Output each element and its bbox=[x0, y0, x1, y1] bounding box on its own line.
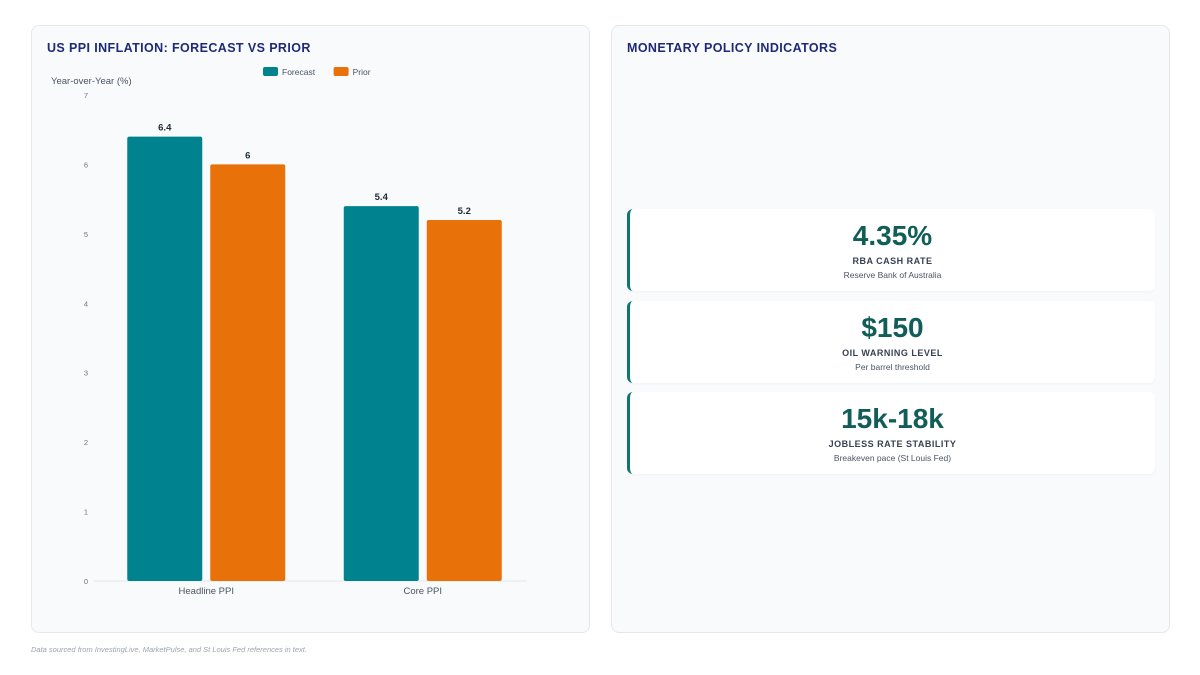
oil-warning-level-card: $150 OIL WARNING LEVEL Per barrel thresh… bbox=[627, 301, 1155, 383]
y-tick-label: 1 bbox=[84, 508, 88, 517]
ppi-bar-chart: Year-over-Year (%) 0 1 2 3 4 5 6 7 Forecast Prior 6… bbox=[51, 67, 527, 597]
jobless-rate-stability-card: 15k-18k JOBLESS RATE STABILITY Breakeven… bbox=[627, 392, 1155, 474]
kpi-value: 4.35% bbox=[852, 220, 933, 251]
data-label: 5.4 bbox=[375, 192, 389, 203]
data-label: 5.2 bbox=[458, 206, 471, 217]
kpi-subtitle: Per barrel threshold bbox=[855, 362, 930, 372]
y-axis-label: Year-over-Year (%) bbox=[51, 76, 132, 87]
kpi-label: OIL WARNING LEVEL bbox=[842, 348, 943, 358]
ppi-chart-panel: US PPI INFLATION: FORECAST VS PRIOR Year… bbox=[31, 25, 590, 633]
indicators-title: MONETARY POLICY INDICATORS bbox=[627, 41, 838, 55]
rba-cash-rate-card: 4.35% RBA CASH RATE Reserve Bank of Aust… bbox=[627, 209, 1155, 291]
footer-source-note: Data sourced from InvestingLive, MarketP… bbox=[31, 645, 307, 654]
bar-prior-headline-ppi bbox=[210, 164, 286, 581]
y-tick-label: 5 bbox=[84, 230, 88, 239]
kpi-value: $150 bbox=[861, 312, 924, 343]
bar-prior-core-ppi bbox=[426, 219, 502, 581]
legend-swatch-prior bbox=[333, 67, 349, 76]
legend-swatch-forecast bbox=[263, 67, 278, 76]
legend-label-forecast: Forecast bbox=[282, 67, 316, 77]
x-tick-label: Core PPI bbox=[403, 586, 442, 597]
kpi-subtitle: Reserve Bank of Australia bbox=[843, 270, 942, 280]
y-tick-label: 3 bbox=[84, 369, 88, 378]
data-label: 6.4 bbox=[158, 123, 172, 134]
legend-label-prior: Prior bbox=[353, 67, 371, 77]
kpi-subtitle: Breakeven pace (St Louis Fed) bbox=[833, 453, 952, 463]
kpi-label: JOBLESS RATE STABILITY bbox=[828, 439, 957, 449]
y-tick-label: 0 bbox=[84, 577, 88, 586]
y-tick-label: 2 bbox=[84, 438, 88, 447]
kpi-value: 15k-18k bbox=[841, 403, 944, 434]
kpi-label: RBA CASH RATE bbox=[852, 256, 933, 266]
y-tick-label: 6 bbox=[84, 160, 88, 169]
bar-forecast-core-ppi bbox=[343, 206, 419, 582]
x-tick-label: Headline PPI bbox=[179, 586, 234, 597]
data-label: 6 bbox=[245, 150, 250, 161]
bar-forecast-headline-ppi bbox=[127, 136, 203, 581]
y-tick-label: 4 bbox=[84, 299, 88, 308]
y-tick-label: 7 bbox=[84, 91, 88, 100]
chart-title: US PPI INFLATION: FORECAST VS PRIOR bbox=[47, 41, 311, 55]
policy-indicators-panel: MONETARY POLICY INDICATORS 4.35% RBA CAS… bbox=[611, 25, 1170, 633]
